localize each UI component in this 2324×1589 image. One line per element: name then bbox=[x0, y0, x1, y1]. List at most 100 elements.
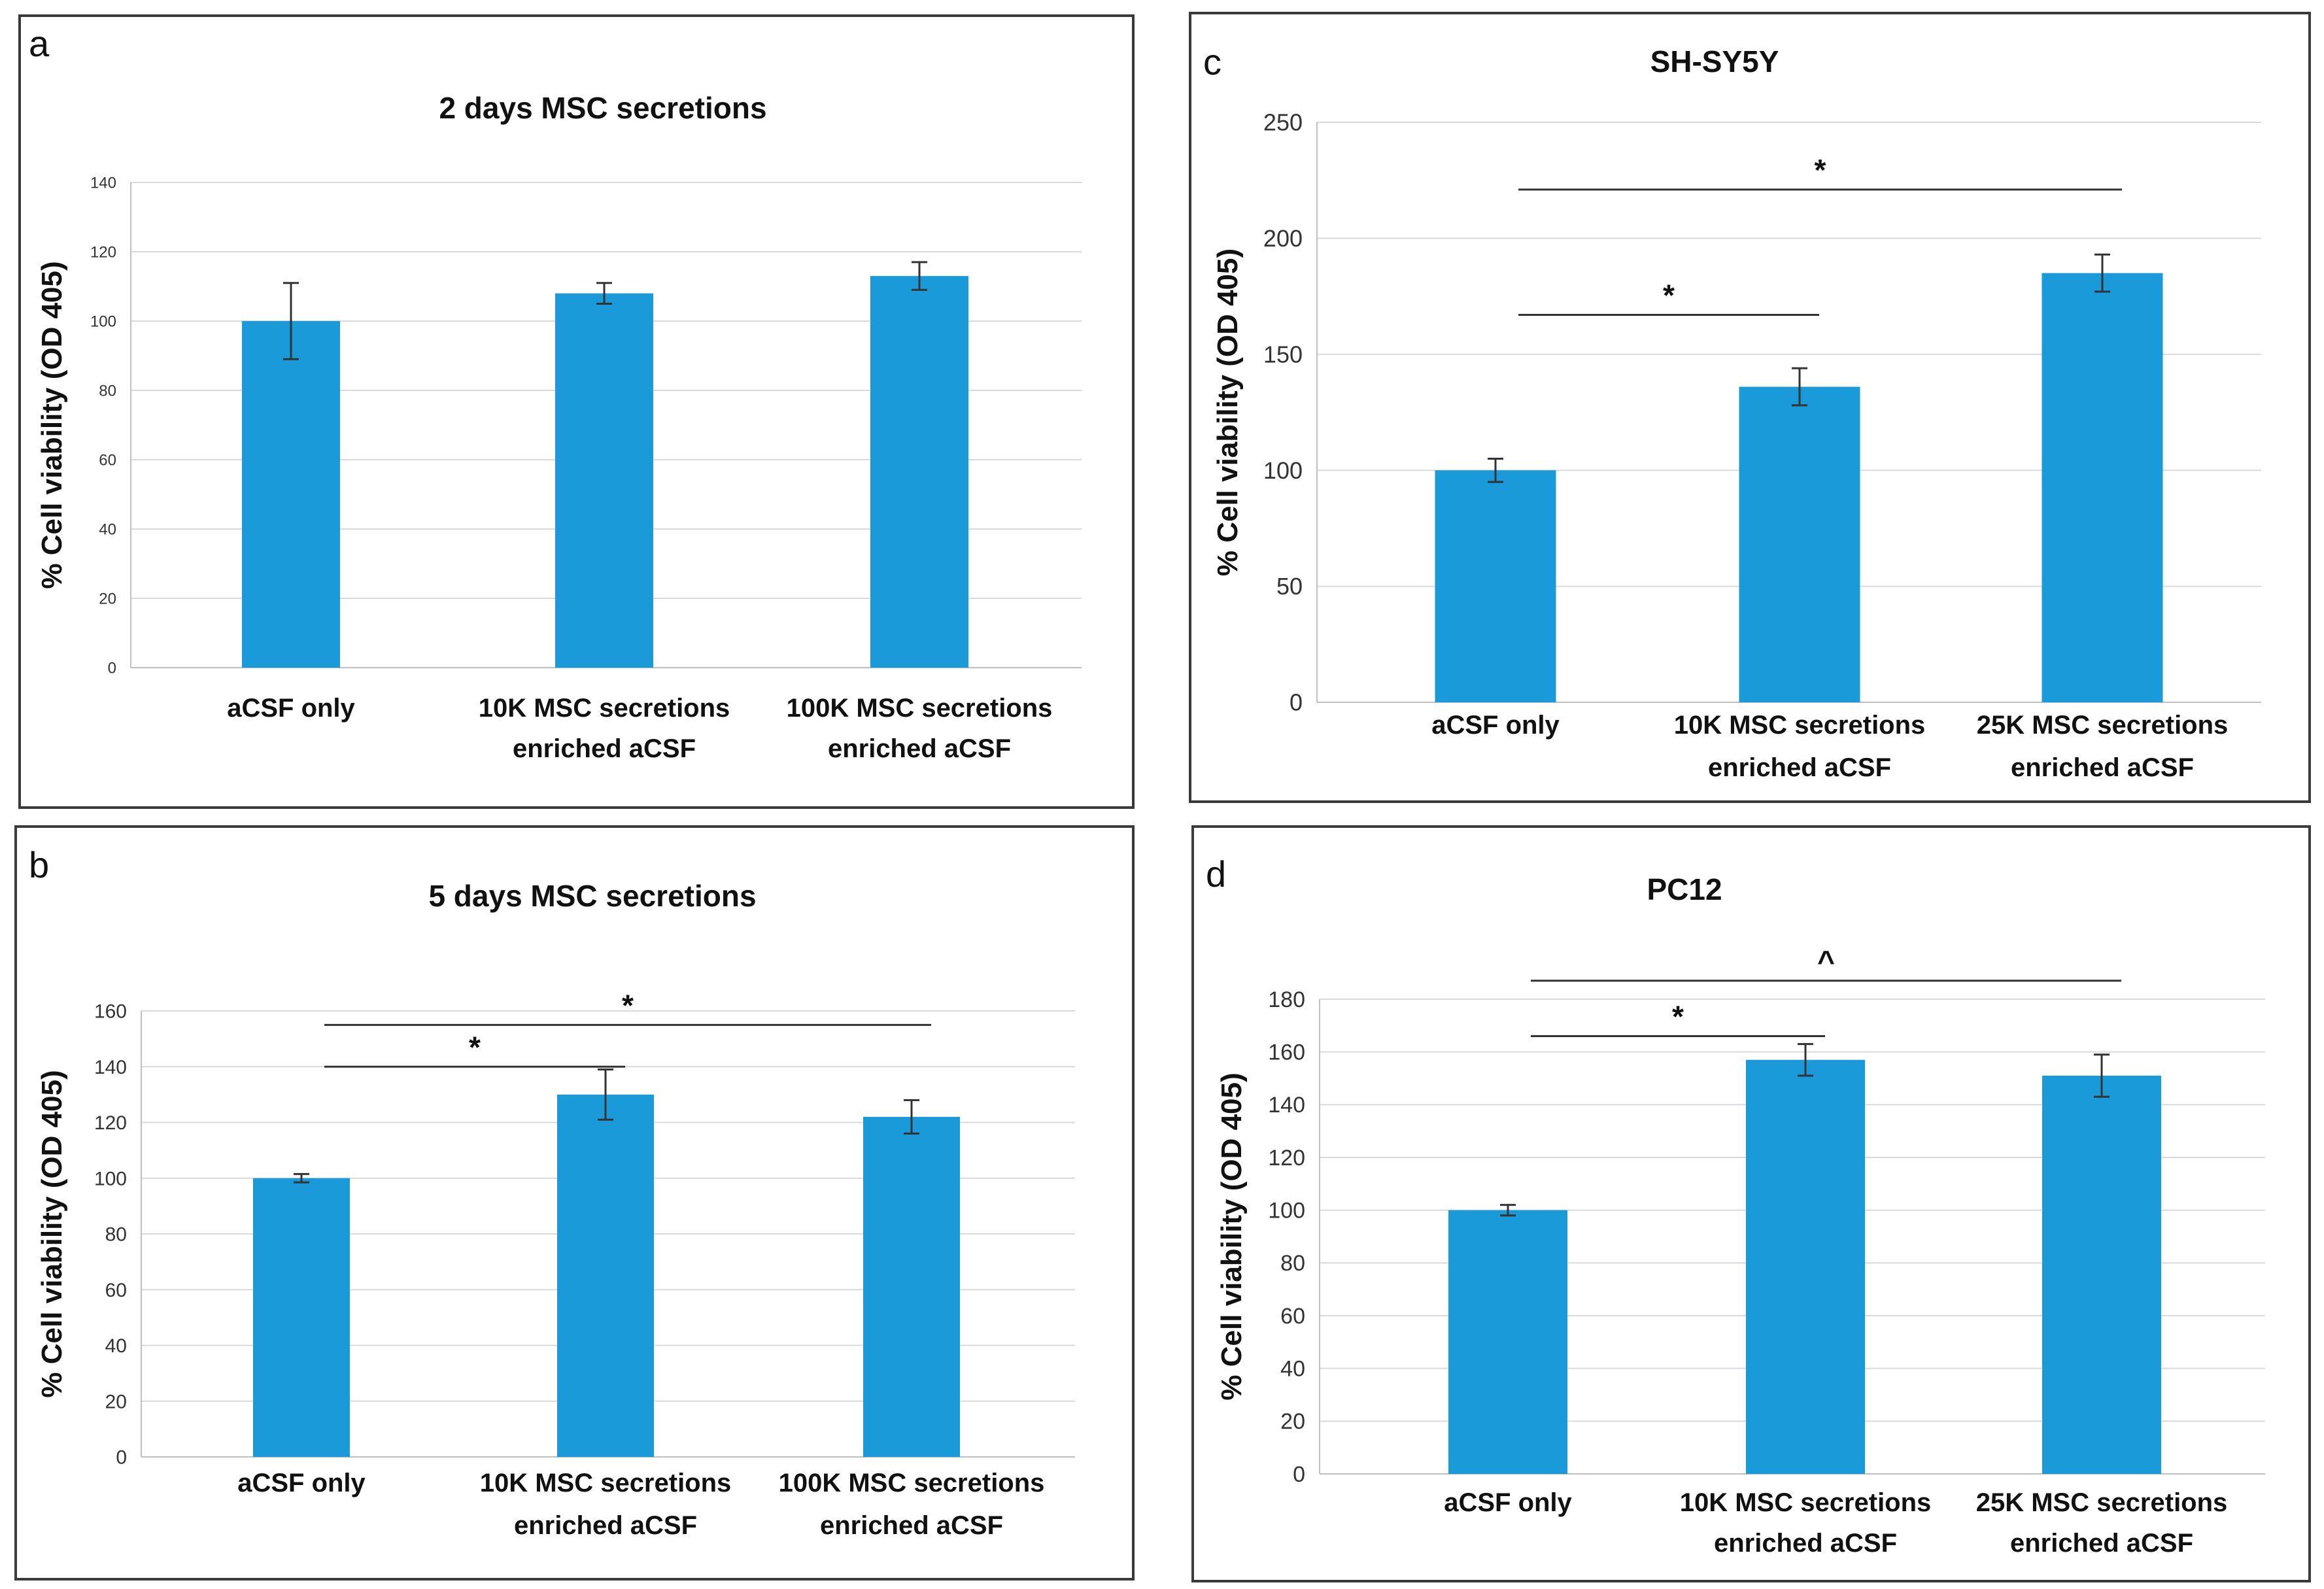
panel-a: a 2 days MSC secretions 0 20 40 60 80 100 120 140… bbox=[18, 14, 1135, 809]
y-axis-label: % Cell viability (OD 405) bbox=[1216, 1072, 1248, 1400]
chart-b: b 5 days MSC secretions 0 20 40 60 80 100 120 140… bbox=[29, 844, 1075, 1540]
significance-label: * bbox=[622, 988, 634, 1022]
y-tick-label: 140 bbox=[1268, 1093, 1305, 1118]
category-label: 100K MSC secretions bbox=[787, 694, 1053, 723]
y-tick-label: 150 bbox=[1263, 341, 1303, 367]
y-tick-label: 40 bbox=[99, 521, 116, 538]
significance-label: * bbox=[1815, 153, 1826, 187]
bar bbox=[1739, 386, 1860, 702]
y-axis-label: % Cell viability (OD 405) bbox=[36, 1070, 68, 1397]
category-label: enriched aCSF bbox=[1708, 753, 1891, 782]
category-label: 10K MSC secretions bbox=[480, 1469, 732, 1497]
category-label: aCSF only bbox=[1444, 1488, 1572, 1517]
category-label: 25K MSC secretions bbox=[1976, 1488, 2228, 1517]
chart-a: a 2 days MSC secretions 0 20 40 60 80 100 120 140… bbox=[29, 23, 1082, 763]
panel-d: d PC12 0 20 40 60 80 100 120 140 160 180 % Cell viab… bbox=[1191, 825, 2311, 1582]
chart-title: SH-SY5Y bbox=[1650, 44, 1779, 78]
y-tick-label: 160 bbox=[1268, 1040, 1305, 1065]
y-tick-label: 20 bbox=[99, 590, 116, 607]
panel-letter: c bbox=[1203, 41, 1222, 82]
category-label: aCSF only bbox=[237, 1469, 366, 1497]
y-tick-label: 160 bbox=[94, 1001, 127, 1023]
y-tick-label: 80 bbox=[99, 382, 116, 400]
category-label: 100K MSC secretions bbox=[779, 1469, 1045, 1497]
y-tick-label: 100 bbox=[94, 1168, 127, 1189]
chart-title: 2 days MSC secretions bbox=[439, 91, 766, 125]
y-tick-label: 40 bbox=[1280, 1357, 1305, 1382]
y-tick-label: 0 bbox=[116, 1447, 127, 1469]
y-tick-label: 20 bbox=[1280, 1409, 1305, 1434]
error-bar bbox=[1488, 457, 1503, 483]
chart-title: PC12 bbox=[1647, 872, 1722, 906]
chart-c: c SH-SY5Y 0 50 100 150 200 250 % Cell viability … bbox=[1203, 41, 2261, 782]
panel-letter: b bbox=[29, 844, 49, 885]
y-tick-label: 100 bbox=[1263, 457, 1303, 484]
bar bbox=[1448, 1210, 1567, 1474]
category-label: enriched aCSF bbox=[2010, 1529, 2193, 1558]
error-bar bbox=[1792, 367, 1807, 407]
y-tick-label: 180 bbox=[1268, 987, 1305, 1012]
y-tick-label: 20 bbox=[105, 1391, 127, 1412]
significance-label: * bbox=[469, 1030, 481, 1064]
bar bbox=[1746, 1059, 1865, 1474]
y-tick-label: 100 bbox=[90, 313, 116, 330]
y-tick-label: 0 bbox=[1293, 1462, 1305, 1487]
error-bar bbox=[2094, 1053, 2110, 1098]
category-label: enriched aCSF bbox=[513, 734, 696, 763]
y-tick-label: 50 bbox=[1276, 573, 1303, 600]
y-tick-label: 120 bbox=[94, 1112, 127, 1134]
significance-label: * bbox=[1663, 278, 1675, 312]
significance-label: ^ bbox=[1817, 944, 1835, 978]
panel-b: b 5 days MSC secretions 0 20 40 60 80 100 120 140… bbox=[14, 825, 1135, 1580]
error-bar bbox=[1500, 1204, 1516, 1217]
bar bbox=[2042, 273, 2163, 702]
y-tick-label: 140 bbox=[90, 174, 116, 192]
error-bar bbox=[2094, 253, 2110, 293]
y-tick-label: 100 bbox=[1268, 1199, 1305, 1223]
chart-title: 5 days MSC secretions bbox=[428, 879, 756, 913]
category-label: aCSF only bbox=[1431, 711, 1560, 740]
category-label: enriched aCSF bbox=[820, 1511, 1003, 1540]
y-tick-label: 60 bbox=[105, 1280, 127, 1301]
y-tick-label: 80 bbox=[105, 1224, 127, 1246]
y-tick-label: 60 bbox=[99, 451, 116, 469]
y-axis-label: % Cell viability (OD 405) bbox=[36, 261, 68, 589]
category-label: 10K MSC secretions bbox=[479, 694, 730, 723]
bar bbox=[863, 1116, 960, 1457]
bar bbox=[557, 1094, 654, 1457]
y-tick-label: 250 bbox=[1263, 109, 1303, 136]
error-bar bbox=[904, 1099, 919, 1135]
error-bar bbox=[912, 261, 927, 291]
category-label: aCSF only bbox=[227, 694, 355, 723]
y-tick-label: 80 bbox=[1280, 1251, 1305, 1276]
category-label: 10K MSC secretions bbox=[1674, 711, 1926, 740]
y-tick-label: 40 bbox=[105, 1335, 127, 1357]
category-label: 25K MSC secretions bbox=[1977, 711, 2229, 740]
y-axis-label: % Cell viability (OD 405) bbox=[1212, 248, 1244, 576]
category-label: enriched aCSF bbox=[2011, 753, 2194, 782]
y-tick-label: 120 bbox=[1268, 1146, 1305, 1170]
bar bbox=[1435, 470, 1556, 702]
category-label: 10K MSC secretions bbox=[1680, 1488, 1932, 1517]
panel-c: c SH-SY5Y 0 50 100 150 200 250 % Cell viability … bbox=[1189, 12, 2311, 803]
panel-letter: a bbox=[29, 23, 50, 64]
error-bar bbox=[294, 1172, 309, 1184]
bar bbox=[555, 293, 653, 668]
y-tick-label: 120 bbox=[90, 243, 116, 261]
error-bar bbox=[283, 282, 299, 360]
bar bbox=[2042, 1075, 2161, 1474]
category-label: enriched aCSF bbox=[514, 1511, 697, 1540]
y-tick-label: 140 bbox=[94, 1057, 127, 1078]
bar bbox=[870, 276, 968, 668]
significance-label: * bbox=[1672, 999, 1684, 1033]
category-label: enriched aCSF bbox=[1714, 1529, 1897, 1558]
y-tick-label: 0 bbox=[108, 659, 116, 677]
y-tick-label: 200 bbox=[1263, 225, 1303, 252]
chart-d: d PC12 0 20 40 60 80 100 120 140 160 180 % Cell viab… bbox=[1206, 853, 2265, 1558]
error-bar bbox=[1798, 1043, 1813, 1077]
y-tick-label: 60 bbox=[1280, 1304, 1305, 1329]
y-tick-label: 0 bbox=[1290, 689, 1303, 716]
panel-letter: d bbox=[1206, 853, 1226, 895]
error-bar bbox=[596, 282, 612, 305]
bar bbox=[242, 321, 340, 668]
